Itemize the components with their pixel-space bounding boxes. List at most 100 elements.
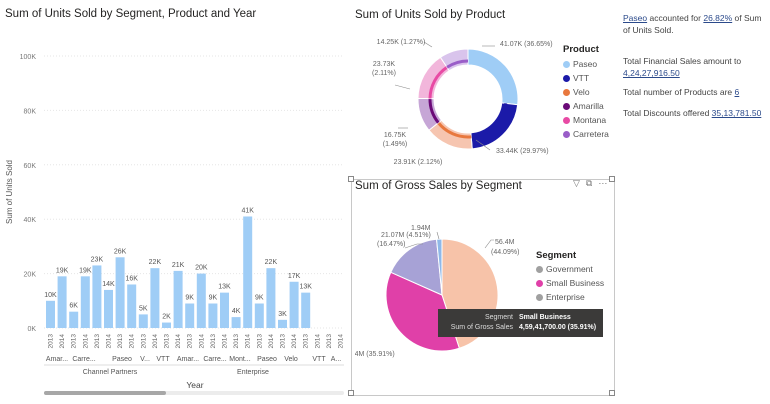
x-product-label: VTT xyxy=(156,356,170,363)
leader-line xyxy=(475,139,491,151)
bar-data-label: 22K xyxy=(265,259,278,266)
filter-icon[interactable]: ▽ xyxy=(573,178,580,188)
legend-item[interactable]: Paseo xyxy=(563,57,609,71)
bar-data-label: 9K xyxy=(185,295,194,302)
legend-label: Velo xyxy=(573,87,590,97)
focus-mode-icon[interactable]: ⧉ xyxy=(585,178,593,188)
x-tick-label: 2014 xyxy=(198,334,205,349)
insight-text: Total Discounts offered xyxy=(623,108,712,118)
x-tick-label: 2014 xyxy=(59,334,66,349)
legend-item[interactable]: Velo xyxy=(563,85,609,99)
x-tick-label: 2013 xyxy=(233,334,240,349)
x-tick-label: 2014 xyxy=(175,334,182,349)
insight-percent-link[interactable]: 26.82% xyxy=(703,13,733,23)
legend-item[interactable]: Enterprise xyxy=(536,290,604,304)
bar xyxy=(115,257,125,328)
bar xyxy=(196,273,206,328)
pie-legend-title: Segment xyxy=(536,250,577,261)
legend-item[interactable]: Montana xyxy=(563,113,609,127)
bar-data-label: 41K xyxy=(241,207,254,214)
bar xyxy=(138,314,148,328)
insight-product-count: Total number of Products are 6 xyxy=(623,86,765,98)
insight-sales-link[interactable]: 4,24,27,916.50 xyxy=(623,68,680,78)
bar xyxy=(162,322,171,328)
x-tick-label: 2013 xyxy=(303,334,310,349)
pie-chart-title: Sum of Gross Sales by Segment xyxy=(355,180,522,192)
legend-marker xyxy=(563,60,570,68)
bar xyxy=(185,303,195,328)
legend-item[interactable]: Small Business xyxy=(536,276,604,290)
pie-data-label: 56.4M xyxy=(495,239,515,246)
leader-line xyxy=(423,41,433,48)
donut-data-label: 14.25K (1.27%) xyxy=(377,39,426,46)
x-tick-label: 2014 xyxy=(245,334,252,349)
legend-marker xyxy=(563,116,570,124)
legend-item[interactable]: VTT xyxy=(563,71,609,85)
bar xyxy=(92,265,102,328)
legend-marker xyxy=(563,74,570,82)
bar xyxy=(266,268,276,328)
x-product-label: Mont... xyxy=(229,356,250,363)
legend-marker xyxy=(536,293,543,301)
bar-data-label: 17K xyxy=(288,273,301,280)
bar-data-label: 9K xyxy=(209,295,218,302)
visual-header-icons: ▽ ⧉ ⋯ xyxy=(573,178,607,189)
bar xyxy=(150,268,160,328)
donut-data-label: 33.44K (29.97%) xyxy=(496,148,549,155)
pie-data-label: (44.09%) xyxy=(491,249,519,256)
bar-chart: 0K 20K 40K 60K 80K 100K Sum of Units Sold 10K 20… xyxy=(5,54,345,395)
tooltip-segment-value: Small Business xyxy=(519,314,571,321)
more-options-icon[interactable]: ⋯ xyxy=(598,178,608,188)
x-tick-label: 2013 xyxy=(280,334,287,349)
legend-label: Paseo xyxy=(573,59,598,69)
bar-data-label: 6K xyxy=(69,303,78,310)
insight-text: accounted for xyxy=(647,13,704,23)
legend-marker xyxy=(563,130,570,138)
bar xyxy=(69,311,79,328)
x-product-label: Amar... xyxy=(177,356,199,363)
pie-visual-frame[interactable] xyxy=(351,179,615,396)
donut-inner-arc xyxy=(467,59,508,104)
insight-product-link[interactable]: Paseo xyxy=(623,13,648,23)
bar-data-label: 9K xyxy=(255,295,264,302)
resize-handle[interactable] xyxy=(609,176,615,182)
leader-line xyxy=(394,84,411,90)
legend-label: VTT xyxy=(573,73,590,83)
legend-item[interactable]: Carretera xyxy=(563,127,609,141)
insight-discounts: Total Discounts offered 35,13,781.50 xyxy=(623,107,765,119)
bar-chart-title: Sum of Units Sold by Segment, Product an… xyxy=(5,8,257,20)
y-tick-label: 60K xyxy=(24,163,37,170)
bar-data-label: 21K xyxy=(172,262,185,269)
donut-inner-arc xyxy=(437,121,472,139)
x-product-label: Paseo xyxy=(257,356,277,363)
insight-top-product: Paseo accounted for 26.82% of Sum of Uni… xyxy=(623,12,765,36)
pie-data-label: 1.94M xyxy=(411,225,431,232)
scrollbar-thumb[interactable] xyxy=(44,391,166,395)
donut-data-label: (1.49%) xyxy=(383,141,408,148)
x-product-label: Carre... xyxy=(72,356,95,363)
bar xyxy=(127,284,137,328)
x-tick-label: 2013 xyxy=(140,334,147,349)
resize-handle[interactable] xyxy=(609,390,615,396)
x-tick-label: 2013 xyxy=(164,334,171,349)
y-tick-label: 20K xyxy=(24,272,37,279)
x-tick-label: 2014 xyxy=(106,334,113,349)
x-tick-label: 2013 xyxy=(210,334,217,349)
insight-count-link[interactable]: 6 xyxy=(734,87,740,97)
donut-data-label: 41.07K (36.65%) xyxy=(500,41,553,48)
legend-marker xyxy=(536,265,543,273)
x-tick-label: 2014 xyxy=(291,334,298,349)
resize-handle[interactable] xyxy=(348,390,354,396)
resize-handle[interactable] xyxy=(348,176,354,182)
legend-item[interactable]: Government xyxy=(536,262,604,276)
insight-discount-link[interactable]: 35,13,781.50 xyxy=(711,108,762,118)
x-tick-label: 2013 xyxy=(94,334,101,349)
legend-marker xyxy=(536,279,543,287)
legend-item[interactable]: Amarilla xyxy=(563,99,609,113)
y-tick-label: 0K xyxy=(27,326,36,333)
donut-inner-arc xyxy=(428,66,448,99)
bar xyxy=(231,317,241,328)
bar-data-label: 19K xyxy=(79,267,92,274)
legend-label: Amarilla xyxy=(573,101,604,111)
leader-line xyxy=(436,231,440,240)
